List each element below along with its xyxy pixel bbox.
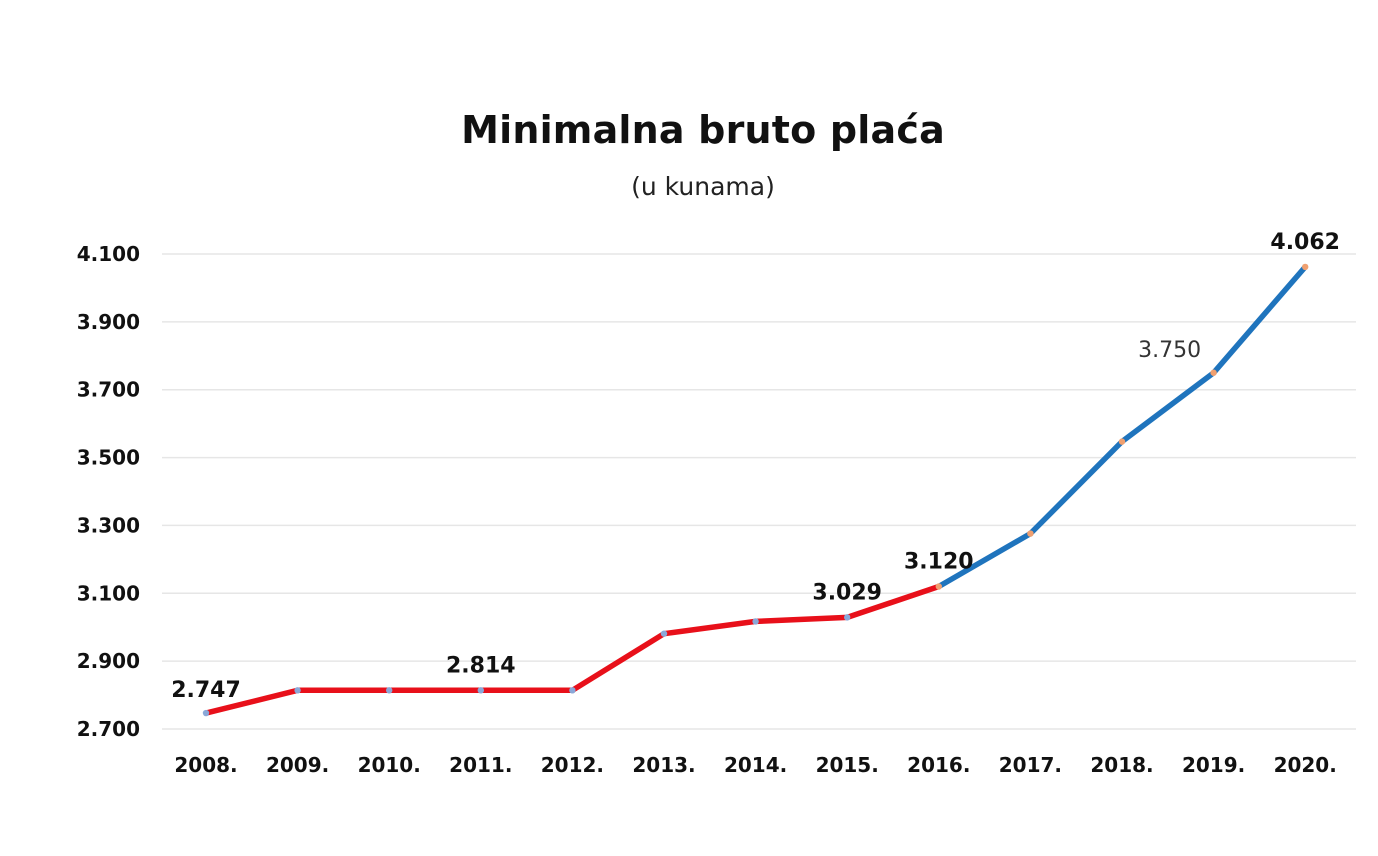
x-tick-label: 2015. [816,753,879,777]
data-point [935,583,942,590]
data-point [569,687,576,694]
series-line-segment-1 [936,264,1308,590]
y-tick-label: 3.300 [77,513,140,537]
y-tick-label: 4.100 [77,242,140,266]
x-axis-ticks: 2008. 2009. 2010. 2011. 2012. 2013. 2014. 2015.… [174,753,1336,777]
x-tick-label: 2014. [724,753,787,777]
x-tick-label: 2017. [999,753,1062,777]
x-tick-label: 2020. [1274,753,1337,777]
x-tick-label: 2012. [541,753,604,777]
data-point [1302,263,1309,271]
x-tick-label: 2011. [449,753,512,777]
data-point [1210,369,1217,376]
data-label: 3.750 [1138,338,1201,363]
y-axis-ticks: 2.700 2.900 3.100 3.300 3.500 3.700 3.900 4.100 [77,242,140,741]
y-tick-label: 3.700 [77,378,140,402]
x-tick-label: 2019. [1182,753,1245,777]
x-tick-label: 2018. [1090,753,1153,777]
data-point [386,687,393,694]
series-line-segment-0 [203,583,942,716]
data-point [1118,438,1126,445]
data-label: 3.120 [904,550,974,575]
data-point [1027,530,1034,537]
x-tick-label: 2016. [907,753,970,777]
y-tick-label: 3.900 [77,310,140,334]
y-tick-label: 2.700 [77,717,140,741]
data-label: 3.029 [812,580,882,605]
x-tick-label: 2009. [266,753,329,777]
chart-title: Minimalna bruto plaća [461,108,945,152]
data-label: 4.062 [1270,230,1340,255]
data-point [294,687,301,694]
data-point [477,687,484,694]
y-tick-label: 3.500 [77,446,140,470]
data-point [844,614,851,621]
chart-subtitle: (u kunama) [631,172,775,201]
data-point [752,618,759,625]
x-tick-label: 2008. [174,753,237,777]
x-tick-label: 2010. [358,753,421,777]
data-point [660,630,668,637]
data-labels: 2.747 2.814 3.029 3.120 3.750 4.062 [171,230,1340,703]
y-tick-label: 2.900 [77,649,140,673]
data-label: 2.814 [446,653,516,678]
series-points [202,263,1309,717]
series-lines [203,264,1308,716]
x-tick-label: 2013. [632,753,695,777]
gridlines [162,253,1356,730]
data-point [202,709,210,717]
data-label: 2.747 [171,678,241,703]
y-tick-label: 3.100 [77,581,140,605]
